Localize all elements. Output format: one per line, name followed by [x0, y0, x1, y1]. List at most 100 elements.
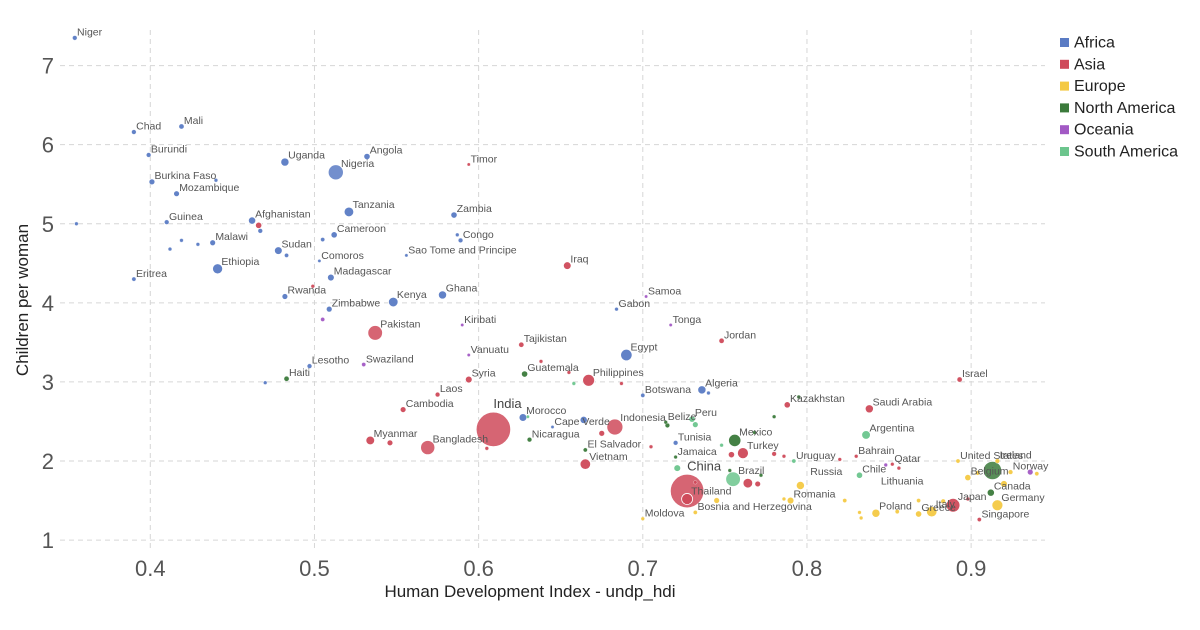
- data-point[interactable]: [964, 473, 972, 482]
- data-point[interactable]: [343, 206, 355, 218]
- data-point[interactable]: [539, 359, 543, 364]
- data-point[interactable]: [719, 443, 724, 448]
- data-point[interactable]: [926, 505, 938, 518]
- data-point[interactable]: [257, 228, 263, 234]
- data-point[interactable]: [327, 164, 344, 181]
- data-point[interactable]: [467, 162, 471, 167]
- data-point[interactable]: [327, 273, 335, 282]
- data-point[interactable]: [986, 488, 995, 497]
- data-point[interactable]: [435, 392, 441, 398]
- data-point[interactable]: [691, 421, 699, 429]
- data-point[interactable]: [955, 458, 961, 464]
- data-point[interactable]: [727, 468, 732, 473]
- data-point[interactable]: [864, 404, 874, 414]
- data-point[interactable]: [965, 496, 970, 501]
- data-point[interactable]: [713, 497, 720, 504]
- data-point[interactable]: [982, 460, 1003, 481]
- data-point[interactable]: [688, 415, 696, 423]
- data-point[interactable]: [520, 370, 529, 378]
- data-point[interactable]: [693, 480, 698, 485]
- data-point[interactable]: [72, 35, 78, 41]
- data-point[interactable]: [1008, 469, 1013, 475]
- data-point[interactable]: [550, 425, 555, 429]
- data-point[interactable]: [649, 444, 653, 449]
- data-point[interactable]: [752, 430, 757, 435]
- legend-label[interactable]: Asia: [1074, 56, 1105, 73]
- data-point[interactable]: [365, 435, 376, 446]
- data-point[interactable]: [620, 348, 633, 362]
- data-point[interactable]: [890, 462, 895, 467]
- data-point[interactable]: [307, 363, 312, 369]
- data-point[interactable]: [310, 284, 315, 289]
- data-point[interactable]: [562, 261, 572, 270]
- data-point[interactable]: [772, 414, 777, 419]
- data-point[interactable]: [455, 232, 460, 237]
- data-point[interactable]: [697, 385, 707, 395]
- data-point[interactable]: [796, 394, 801, 399]
- data-point[interactable]: [842, 498, 847, 503]
- data-point[interactable]: [975, 470, 981, 476]
- data-point[interactable]: [571, 381, 576, 386]
- data-point[interactable]: [582, 373, 595, 387]
- data-point[interactable]: [673, 464, 682, 472]
- data-point[interactable]: [255, 221, 263, 229]
- data-point[interactable]: [330, 231, 338, 239]
- data-point[interactable]: [977, 517, 982, 522]
- data-point[interactable]: [861, 430, 871, 440]
- data-point[interactable]: [1000, 480, 1008, 488]
- data-point[interactable]: [450, 211, 458, 219]
- data-point[interactable]: [673, 440, 679, 446]
- data-point[interactable]: [673, 455, 678, 460]
- data-point[interactable]: [363, 152, 371, 161]
- data-point[interactable]: [74, 221, 79, 226]
- data-point[interactable]: [149, 178, 155, 185]
- data-point[interactable]: [883, 462, 888, 467]
- data-point[interactable]: [914, 510, 923, 518]
- data-point[interactable]: [131, 276, 137, 282]
- data-point[interactable]: [606, 418, 624, 436]
- data-point[interactable]: [283, 376, 290, 382]
- data-point[interactable]: [795, 480, 805, 491]
- data-point[interactable]: [737, 447, 749, 460]
- data-point[interactable]: [598, 430, 605, 437]
- data-point[interactable]: [458, 237, 464, 243]
- data-point[interactable]: [420, 440, 436, 456]
- data-point[interactable]: [146, 152, 152, 158]
- data-point[interactable]: [786, 496, 795, 505]
- data-point[interactable]: [178, 123, 185, 130]
- data-point[interactable]: [213, 178, 218, 183]
- data-point[interactable]: [131, 129, 137, 135]
- data-point[interactable]: [895, 509, 900, 514]
- data-point[interactable]: [388, 296, 399, 308]
- data-point[interactable]: [940, 498, 946, 504]
- data-point[interactable]: [263, 380, 268, 385]
- data-point[interactable]: [781, 496, 786, 501]
- data-point[interactable]: [728, 433, 742, 448]
- data-point[interactable]: [857, 510, 862, 515]
- data-point[interactable]: [518, 342, 524, 348]
- data-point[interactable]: [179, 238, 184, 243]
- legend-label[interactable]: North America: [1074, 100, 1175, 117]
- data-point[interactable]: [460, 323, 464, 327]
- data-point[interactable]: [527, 437, 532, 443]
- data-point[interactable]: [614, 307, 619, 312]
- legend-label[interactable]: Europe: [1074, 78, 1126, 95]
- data-point[interactable]: [837, 457, 842, 462]
- data-point[interactable]: [484, 446, 489, 451]
- data-point[interactable]: [320, 317, 325, 322]
- data-point[interactable]: [871, 508, 881, 518]
- data-point[interactable]: [916, 498, 921, 503]
- data-point[interactable]: [320, 237, 325, 242]
- data-point[interactable]: [583, 447, 588, 453]
- data-point[interactable]: [326, 306, 333, 313]
- data-point[interactable]: [854, 454, 859, 459]
- data-point[interactable]: [619, 381, 624, 386]
- data-point[interactable]: [281, 293, 289, 300]
- data-point[interactable]: [579, 415, 588, 424]
- data-point[interactable]: [399, 406, 407, 413]
- data-point[interactable]: [663, 420, 668, 425]
- data-point[interactable]: [681, 493, 694, 505]
- data-point[interactable]: [781, 454, 786, 459]
- data-point[interactable]: [855, 471, 864, 479]
- data-point[interactable]: [1027, 469, 1034, 475]
